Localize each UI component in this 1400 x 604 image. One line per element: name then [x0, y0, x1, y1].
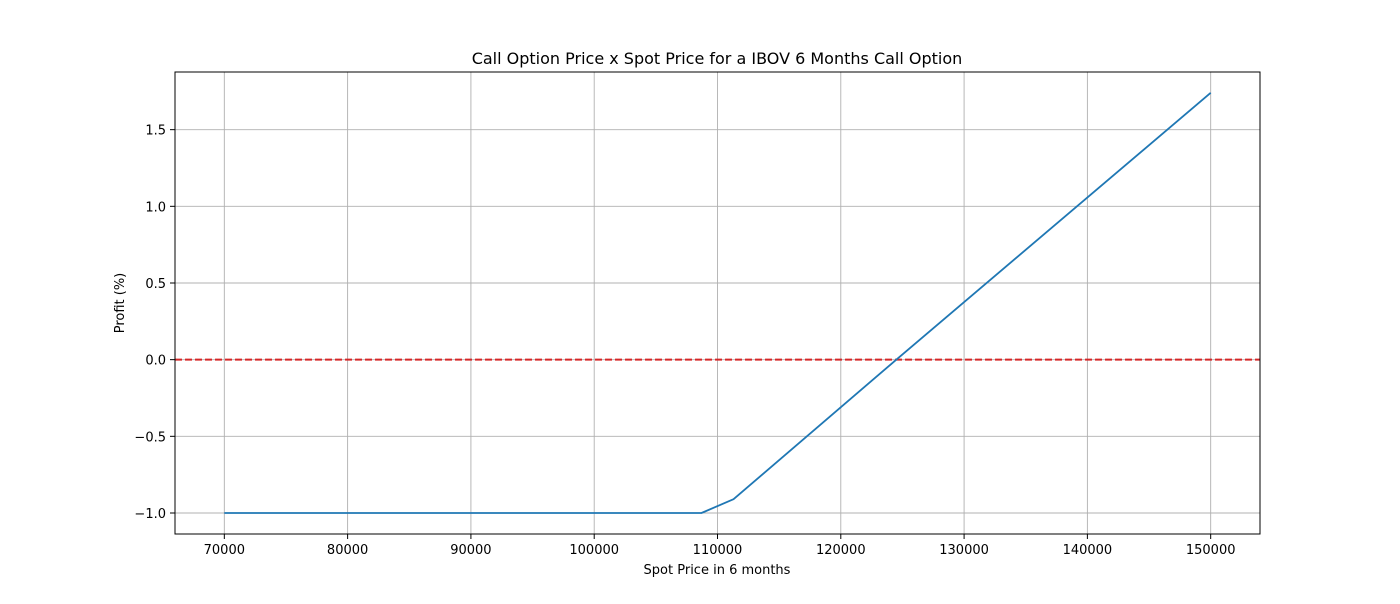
x-tick-label: 130000	[939, 543, 989, 558]
x-axis-label: Spot Price in 6 months	[644, 563, 791, 578]
x-tick-label: 100000	[569, 543, 619, 558]
y-tick-label: 1.0	[145, 200, 166, 215]
y-axis-label: Profit (%)	[113, 273, 128, 334]
chart-title: Call Option Price x Spot Price for a IBO…	[472, 49, 963, 68]
y-tick-label: −0.5	[134, 430, 166, 445]
x-tick-label: 90000	[450, 543, 491, 558]
x-tick-label: 150000	[1186, 543, 1236, 558]
x-tick-label: 140000	[1063, 543, 1113, 558]
x-tick-label: 120000	[816, 543, 866, 558]
y-tick-label: −1.0	[134, 507, 166, 522]
x-tick-label: 80000	[327, 543, 368, 558]
x-axis-ticks: 70000 80000 90000 100000 110000 120000 130000 1…	[204, 534, 1236, 558]
y-axis-ticks: −1.0 −0.5 0.0 0.5 1.0 1.5	[134, 124, 175, 522]
grid	[175, 72, 1260, 534]
y-tick-label: 0.0	[145, 354, 166, 369]
y-tick-label: 0.5	[145, 277, 166, 292]
x-tick-label: 110000	[693, 543, 743, 558]
series-layer	[224, 92, 1212, 514]
y-tick-label: 1.5	[145, 124, 166, 139]
profit-series-line	[224, 92, 1212, 514]
x-tick-label: 70000	[204, 543, 245, 558]
